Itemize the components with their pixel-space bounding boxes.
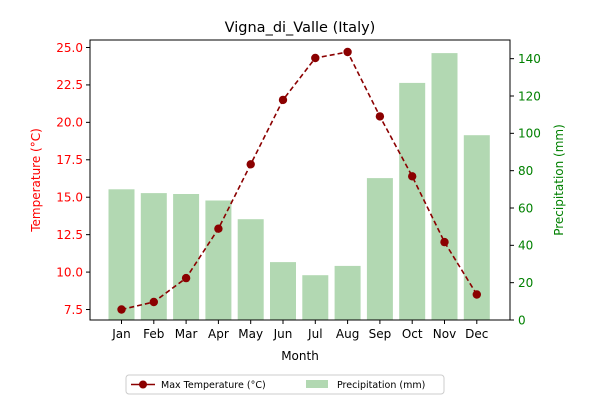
precipitation-bar-jul xyxy=(302,275,329,320)
legend-label-precipitation: Precipitation (mm) xyxy=(337,380,425,391)
temperature-point-may xyxy=(246,160,255,169)
x-axis-title: Month xyxy=(281,349,319,363)
left-tick-label: 25.0 xyxy=(56,41,83,55)
x-tick-label: May xyxy=(238,327,263,341)
x-tick-label: Dec xyxy=(465,327,488,341)
precipitation-bar-may xyxy=(237,219,264,320)
plot-frame xyxy=(89,39,511,321)
x-tick-label: Nov xyxy=(433,327,456,341)
temperature-point-dec xyxy=(472,290,481,299)
x-tick-label: Sep xyxy=(369,327,392,341)
left-tick-label: 10.0 xyxy=(56,265,83,279)
legend-label-temperature: Max Temperature (°C) xyxy=(161,380,266,391)
left-tick-label: 12.5 xyxy=(56,228,83,242)
x-tick-label: Jul xyxy=(307,327,322,341)
precipitation-bar-nov xyxy=(431,53,458,320)
line-layer xyxy=(117,47,481,314)
precipitation-bar-apr xyxy=(205,200,232,320)
legend-bar-swatch xyxy=(306,380,328,388)
temperature-point-sep xyxy=(375,112,385,121)
x-tick-label: Oct xyxy=(402,327,423,341)
temperature-point-mar xyxy=(181,273,191,283)
x-axis: Jan Feb Mar Apr May Jun Jul Aug Sep Oct Nov Dec xyxy=(111,320,488,341)
right-tick-label: 120 xyxy=(518,89,541,103)
temperature-point-apr xyxy=(214,224,223,233)
precipitation-bar-dec xyxy=(463,135,490,320)
x-tick-label: Jun xyxy=(273,327,293,341)
x-tick-label: Apr xyxy=(208,327,229,341)
x-tick-label: Mar xyxy=(175,327,198,341)
right-tick-label: 140 xyxy=(518,52,541,66)
right-tick-label: 80 xyxy=(518,164,533,178)
left-tick-label: 17.5 xyxy=(56,153,83,167)
precipitation-bar-aug xyxy=(334,265,361,320)
right-tick-label: 40 xyxy=(518,239,533,253)
temperature-point-aug xyxy=(343,47,352,57)
temperature-point-oct xyxy=(408,172,417,181)
left-tick-label: 7.5 xyxy=(64,303,83,317)
left-axis: 7.5 10.0 12.5 15.0 17.5 20.0 22.5 25.0 xyxy=(56,41,90,317)
x-tick-label: Feb xyxy=(143,327,164,341)
temperature-point-jan xyxy=(117,305,126,314)
temperature-line xyxy=(121,51,478,311)
left-tick-label: 20.0 xyxy=(56,116,83,130)
precipitation-bar-mar xyxy=(173,194,200,320)
right-axis: 0 20 40 60 80 100 120 140 xyxy=(510,52,541,327)
legend-frame xyxy=(125,374,445,395)
bars-layer xyxy=(108,53,490,321)
precipitation-bar-jun xyxy=(270,262,296,320)
left-axis-title: Temperature (°C) xyxy=(29,128,43,233)
chart-title: Vigna_di_Valle (Italy) xyxy=(225,20,376,36)
temperature-point-jul xyxy=(311,53,320,63)
left-tick-label: 22.5 xyxy=(56,78,83,92)
temperature-point-jun xyxy=(278,95,288,105)
right-tick-label: 60 xyxy=(518,201,533,215)
legend-marker-swatch xyxy=(139,380,147,389)
precipitation-bar-oct xyxy=(399,82,426,321)
x-tick-label: Aug xyxy=(336,327,359,341)
right-tick-label: 0 xyxy=(518,313,526,327)
right-tick-label: 100 xyxy=(518,127,541,141)
temperature-point-nov xyxy=(440,237,449,247)
left-tick-label: 15.0 xyxy=(56,191,83,205)
precipitation-bar-jan xyxy=(108,189,135,320)
x-tick-label: Jan xyxy=(111,327,131,341)
precipitation-bar-sep xyxy=(366,178,393,320)
right-axis-title: Precipitation (mm) xyxy=(552,124,566,236)
legend: Max Temperature (°C) Precipitation (mm) xyxy=(125,374,445,395)
right-tick-label: 20 xyxy=(518,276,533,290)
temperature-point-feb xyxy=(149,297,158,307)
